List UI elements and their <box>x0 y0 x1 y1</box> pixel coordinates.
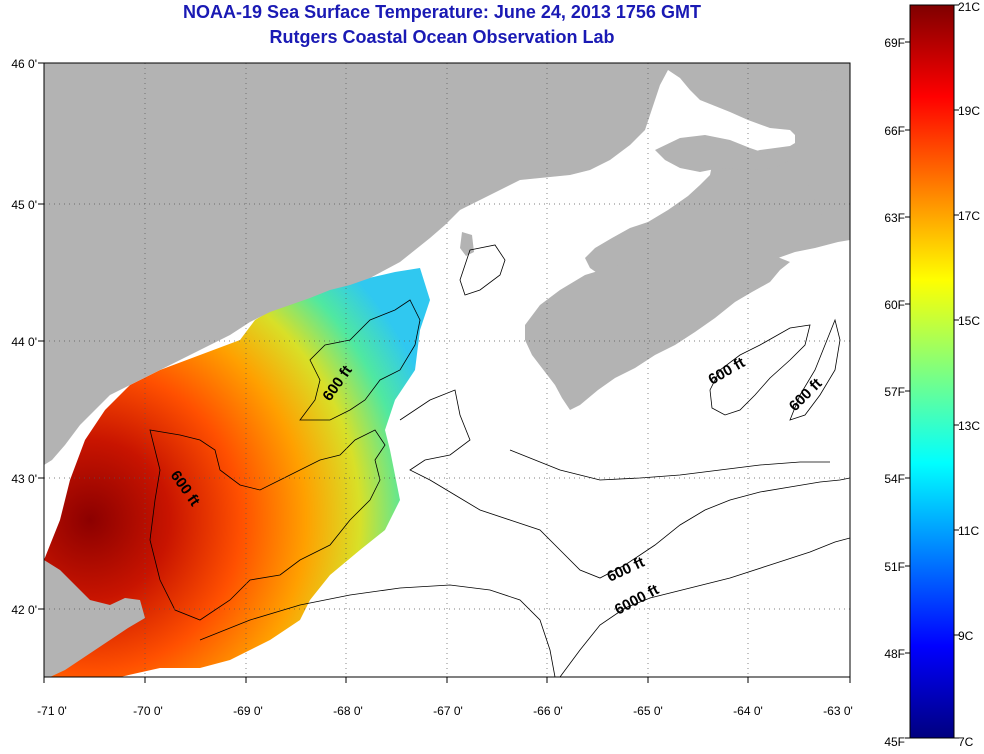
celsius-label: 21C <box>958 0 980 14</box>
fahrenheit-label: 51F <box>884 560 905 574</box>
lon-label: -65 0' <box>633 704 663 718</box>
celsius-label: 17C <box>958 209 980 223</box>
contour-600ft <box>399 389 850 579</box>
latitude-labels: 46 0' 45 0' 44 0' 43 0' 42 0' <box>11 57 37 617</box>
lon-label: -64 0' <box>733 704 763 718</box>
lat-label: 46 0' <box>11 57 37 71</box>
contour-600ft <box>149 429 386 621</box>
land-cape-breton <box>795 90 850 230</box>
land-cape-cod <box>44 560 145 677</box>
lon-label: -71 0' <box>37 704 67 718</box>
celsius-label: 9C <box>958 629 974 643</box>
colorbar-ticks <box>905 4 959 739</box>
lat-label: 45 0' <box>11 198 37 212</box>
lat-label: 43 0' <box>11 472 37 486</box>
land-continent <box>44 63 850 465</box>
lat-label: 42 0' <box>11 603 37 617</box>
lon-label: -70 0' <box>133 704 163 718</box>
contour-shelf <box>459 244 506 296</box>
lat-label: 44 0' <box>11 335 37 349</box>
map-area: 600 ft 600 ft 600 ft 600 ft 600 ft 6000 … <box>44 63 850 677</box>
land-island <box>98 350 104 360</box>
fahrenheit-label: 63F <box>884 211 905 225</box>
fahrenheit-label: 48F <box>884 647 905 661</box>
axis-ticks <box>38 62 851 683</box>
lon-label: -67 0' <box>433 704 463 718</box>
celsius-label: 11C <box>958 524 979 538</box>
fahrenheit-label: 45F <box>884 735 905 749</box>
fahrenheit-label: 54F <box>884 472 905 486</box>
contour-600ft <box>299 299 421 421</box>
contour-600ft <box>789 318 841 421</box>
contour-600ft <box>709 324 811 416</box>
contour-6000ft <box>199 584 556 677</box>
land-nova-scotia <box>525 248 790 410</box>
contour-6000ft <box>559 537 850 677</box>
bathymetry-contours <box>149 244 850 677</box>
chart-title: NOAA-19 Sea Surface Temperature: June 24… <box>183 2 701 22</box>
sst-data-region <box>44 268 430 677</box>
land-pei <box>655 135 790 172</box>
lon-label: -69 0' <box>233 704 263 718</box>
fahrenheit-label: 69F <box>884 36 905 50</box>
longitude-labels: -71 0' -70 0' -69 0' -68 0' -67 0' -66 0… <box>37 704 853 718</box>
colorbar <box>909 4 955 739</box>
celsius-label: 13C <box>958 419 980 433</box>
celsius-label: 15C <box>958 314 980 328</box>
celsius-label: 19C <box>958 104 980 118</box>
lon-label: -68 0' <box>333 704 363 718</box>
chart-subtitle: Rutgers Coastal Ocean Observation Lab <box>269 27 615 47</box>
celsius-label: 7C <box>958 735 974 749</box>
fahrenheit-label: 66F <box>884 124 905 138</box>
colorbar-celsius-labels: 21C 19C 17C 15C 13C 11C 9C 7C <box>958 0 980 749</box>
fahrenheit-label: 57F <box>884 385 905 399</box>
lon-label: -66 0' <box>533 704 563 718</box>
colorbar-fahrenheit-labels: 69F 66F 63F 60F 57F 54F 51F 48F 45F <box>884 36 905 749</box>
contour-600ft <box>509 449 830 481</box>
lon-label: -63 0' <box>823 704 853 718</box>
fahrenheit-label: 60F <box>884 298 905 312</box>
